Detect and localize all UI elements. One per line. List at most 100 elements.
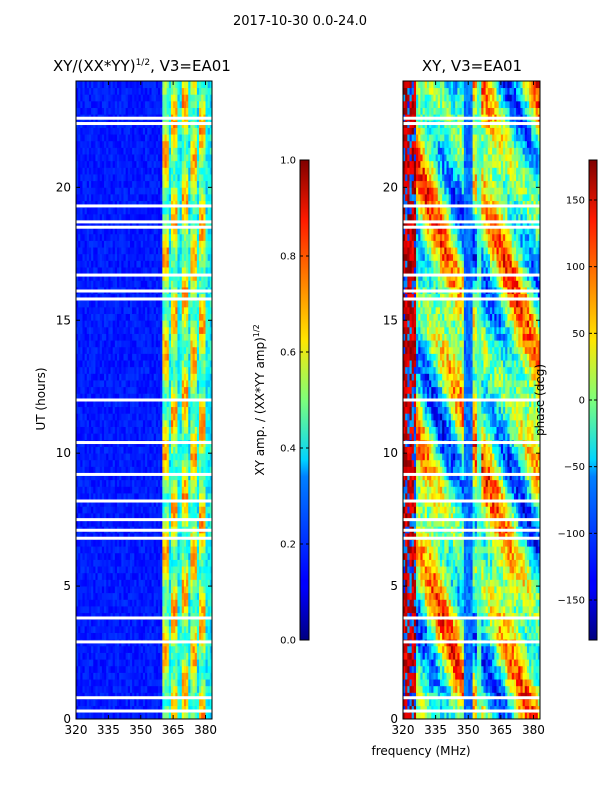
heatmap-cell <box>164 380 168 388</box>
heatmap-cell <box>170 353 174 361</box>
heatmap-cell <box>82 220 86 228</box>
heatmap-cell <box>134 81 137 89</box>
heatmap-cell <box>121 154 124 162</box>
heatmap-cell <box>84 453 88 461</box>
heatmap-cell <box>95 453 98 461</box>
heatmap-cell <box>106 200 109 208</box>
heatmap-cell <box>173 87 176 95</box>
heatmap-cell <box>106 685 109 693</box>
heatmap-cell <box>121 479 124 487</box>
heatmap-cell <box>181 193 185 202</box>
heatmap-cell <box>168 466 172 474</box>
heatmap-cell <box>86 433 90 441</box>
heatmap-cell <box>183 712 187 720</box>
heatmap-cell <box>123 499 127 507</box>
heatmap-cell <box>173 453 176 461</box>
heatmap-cell <box>179 519 183 527</box>
heatmap-cell <box>104 134 107 142</box>
heatmap-cell <box>132 692 135 700</box>
heatmap-cell <box>95 140 98 148</box>
heatmap-cell <box>173 366 176 374</box>
heatmap-cell <box>140 233 144 241</box>
heatmap-cell <box>125 193 129 202</box>
heatmap-cell <box>104 559 107 567</box>
heatmap-cell <box>136 200 139 208</box>
heatmap-cell <box>175 659 178 667</box>
heatmap-cell <box>132 400 135 408</box>
heatmap-cell <box>134 473 137 481</box>
heatmap-cell <box>173 333 176 341</box>
heatmap-cell <box>162 81 165 89</box>
heatmap-cell <box>121 366 124 374</box>
heatmap-cell <box>127 154 131 162</box>
heatmap-cell <box>99 360 103 368</box>
heatmap-cell <box>97 81 101 89</box>
heatmap-cell <box>80 446 83 454</box>
heatmap-cell <box>179 100 183 108</box>
heatmap-cell <box>155 253 159 261</box>
heatmap-cell <box>158 174 161 182</box>
heatmap-cell <box>151 539 155 547</box>
heatmap-cell <box>121 207 124 215</box>
heatmap-cell <box>91 473 94 481</box>
heatmap-cell <box>134 353 137 361</box>
heatmap-cell <box>129 619 133 627</box>
heatmap-cell <box>151 380 155 388</box>
heatmap-cell <box>164 320 168 328</box>
heatmap-cell <box>84 87 88 95</box>
heatmap-cell <box>99 107 103 115</box>
heatmap-cell <box>175 699 178 707</box>
heatmap-cell <box>140 532 144 540</box>
heatmap-cell <box>112 632 116 640</box>
heatmap-cell <box>181 659 185 667</box>
heatmap-cell <box>173 672 176 680</box>
heatmap-cell <box>76 552 79 560</box>
heatmap-cell <box>140 167 144 175</box>
heatmap-cell <box>138 366 142 374</box>
heatmap-cell <box>101 466 105 474</box>
heatmap-cell <box>80 167 83 175</box>
heatmap-cell <box>121 572 124 580</box>
heatmap-cell <box>84 174 88 182</box>
heatmap-cell <box>158 705 161 713</box>
heatmap-cell <box>88 552 92 560</box>
heatmap-cell <box>175 247 178 255</box>
heatmap-cell <box>183 493 187 501</box>
heatmap-cell <box>117 679 120 687</box>
heatmap-cell <box>186 459 189 467</box>
heatmap-cell <box>132 699 135 707</box>
heatmap-cell <box>149 220 152 228</box>
heatmap-cell <box>173 346 176 354</box>
heatmap-cell <box>153 699 157 707</box>
heatmap-cell <box>93 220 96 228</box>
heatmap-cell <box>175 685 178 693</box>
heatmap-cell <box>93 519 96 527</box>
heatmap-cell <box>151 253 155 261</box>
heatmap-cell <box>155 213 159 221</box>
heatmap-cell <box>93 712 96 720</box>
heatmap-cell <box>82 94 86 102</box>
heatmap-cell <box>86 566 90 574</box>
heatmap-cell <box>147 546 150 554</box>
heatmap-cell <box>112 493 116 501</box>
heatmap-cell <box>86 340 90 348</box>
heatmap-cell <box>155 699 159 707</box>
heatmap-cell <box>80 127 83 135</box>
heatmap-cell <box>106 645 109 653</box>
heatmap-cell <box>155 406 159 414</box>
heatmap-cell <box>129 233 133 241</box>
heatmap-cell <box>76 532 79 540</box>
heatmap-cell <box>168 167 172 175</box>
heatmap-cell <box>121 539 124 547</box>
heatmap-cell <box>175 147 178 155</box>
heatmap-cell <box>179 699 183 707</box>
heatmap-cell <box>134 366 137 374</box>
heatmap-cell <box>95 512 98 521</box>
heatmap-cell <box>84 532 88 540</box>
heatmap-cell <box>158 227 161 235</box>
heatmap-cell <box>121 665 124 673</box>
heatmap-cell <box>82 579 86 587</box>
heatmap-cell <box>155 493 159 501</box>
heatmap-cell <box>129 273 133 281</box>
heatmap-cell <box>168 586 172 594</box>
